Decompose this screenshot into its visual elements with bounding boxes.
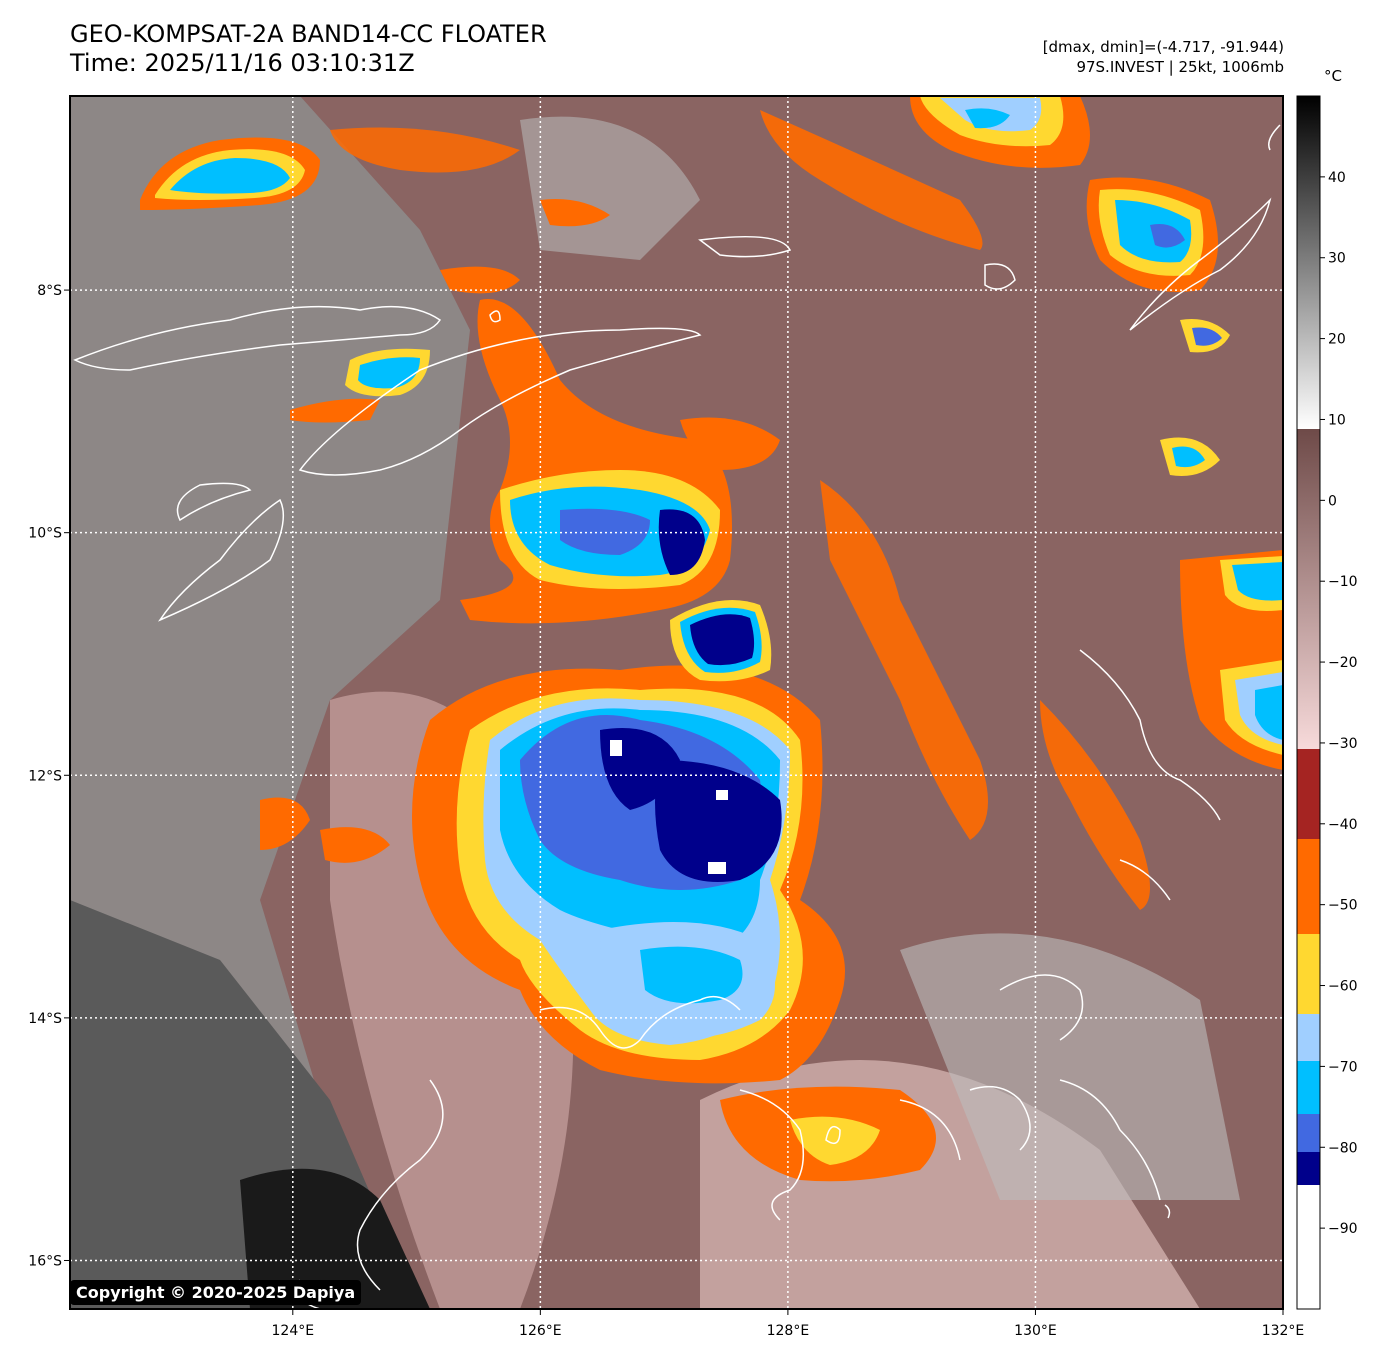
colorbar-tick-label: −40 <box>1328 817 1358 833</box>
colorbar-segment-light-blue <box>1297 1014 1320 1061</box>
colorbar-segment-navy <box>1297 1152 1320 1185</box>
colorbar-tick-label: −90 <box>1328 1221 1358 1237</box>
colorbar-warm-segment <box>1297 96 1320 429</box>
colorbar-segment-dark-red <box>1297 749 1320 839</box>
colorbar-tick-label: −50 <box>1328 898 1358 914</box>
main-convective-system <box>412 665 845 1084</box>
colorbar-segment-orange <box>1297 839 1320 934</box>
gridlines <box>70 96 1283 1309</box>
northwest-cells <box>140 137 430 423</box>
lat-tick-label: 12°S <box>28 768 62 784</box>
hot-land-area <box>240 1168 430 1309</box>
lon-tick-label: 126°E <box>519 1323 562 1339</box>
colorbar-tick-label: 10 <box>1328 412 1346 428</box>
northeast-cells <box>910 96 1230 476</box>
colorbar-segment-yellow <box>1297 934 1320 1014</box>
warm-patch-southeast <box>900 933 1240 1200</box>
colorbar-tick-label: −20 <box>1328 655 1358 671</box>
plot-frame <box>69 95 1284 1310</box>
north-central-convection <box>460 299 772 682</box>
imagery-layer <box>70 96 1283 1309</box>
lat-tick-label: 10°S <box>28 526 62 542</box>
colorbar-tick-label: 20 <box>1328 332 1346 348</box>
colorbar-tick-label: 40 <box>1328 170 1346 186</box>
chart-title: GEO-KOMPSAT-2A BAND14-CC FLOATER Time: 2… <box>70 20 547 78</box>
lon-tick-label: 124°E <box>272 1323 315 1339</box>
east-cells <box>1180 550 1283 770</box>
lon-tick-label: 132°E <box>1262 1323 1305 1339</box>
colorbar-segment-blue <box>1297 1114 1320 1152</box>
colorbar-mid-segment <box>1297 429 1320 749</box>
colorbar-tick-label: −80 <box>1328 1140 1358 1156</box>
colorbar-tick-label: −60 <box>1328 979 1358 995</box>
title-line-1: GEO-KOMPSAT-2A BAND14-CC FLOATER <box>70 20 547 48</box>
storm-info-label: 97S.INVEST | 25kt, 1006mb <box>1076 58 1284 76</box>
colorbar-tick-label: 0 <box>1328 493 1337 509</box>
colorbar-segment-cyan <box>1297 1061 1320 1114</box>
lat-tick-label: 14°S <box>28 1011 62 1027</box>
title-line-2: Time: 2025/11/16 03:10:31Z <box>70 49 415 77</box>
lon-tick-label: 128°E <box>767 1323 810 1339</box>
convective-bands <box>260 110 1150 1182</box>
colorbar-frame <box>1296 95 1321 1310</box>
colorbar-tick-label: −70 <box>1328 1059 1358 1075</box>
map-axes: 124°E 126°E 128°E 130°E 132°E 8°S 10°S 12°S 14°S… <box>28 283 1304 1339</box>
colorbar-tick-label: −30 <box>1328 736 1358 752</box>
colorbar-unit-label: °C <box>1324 67 1342 85</box>
colorbar-tick-label: 30 <box>1328 251 1346 267</box>
colorbar-tick-label: −10 <box>1328 574 1358 590</box>
storm-metadata: [dmax, dmin]=(-4.717, -91.944) 97S.INVES… <box>1043 37 1284 77</box>
colorbar: 40 30 20 10 0 −10 −20 −30 −40 −50 −60 −70 −80 −90 <box>1296 95 1358 1310</box>
lat-tick-label: 8°S <box>37 283 62 299</box>
lat-tick-label: 16°S <box>28 1253 62 1269</box>
lon-tick-label: 130°E <box>1014 1323 1057 1339</box>
dmax-dmin-label: [dmax, dmin]=(-4.717, -91.944) <box>1042 38 1284 56</box>
copyright-label: Copyright © 2020-2025 Dapiya <box>70 1280 362 1305</box>
colorbar-ticks: 40 30 20 10 0 −10 −20 −30 −40 −50 −60 −70 −80 −90 <box>1320 170 1358 1237</box>
colorbar-segment-white <box>1297 1185 1320 1309</box>
